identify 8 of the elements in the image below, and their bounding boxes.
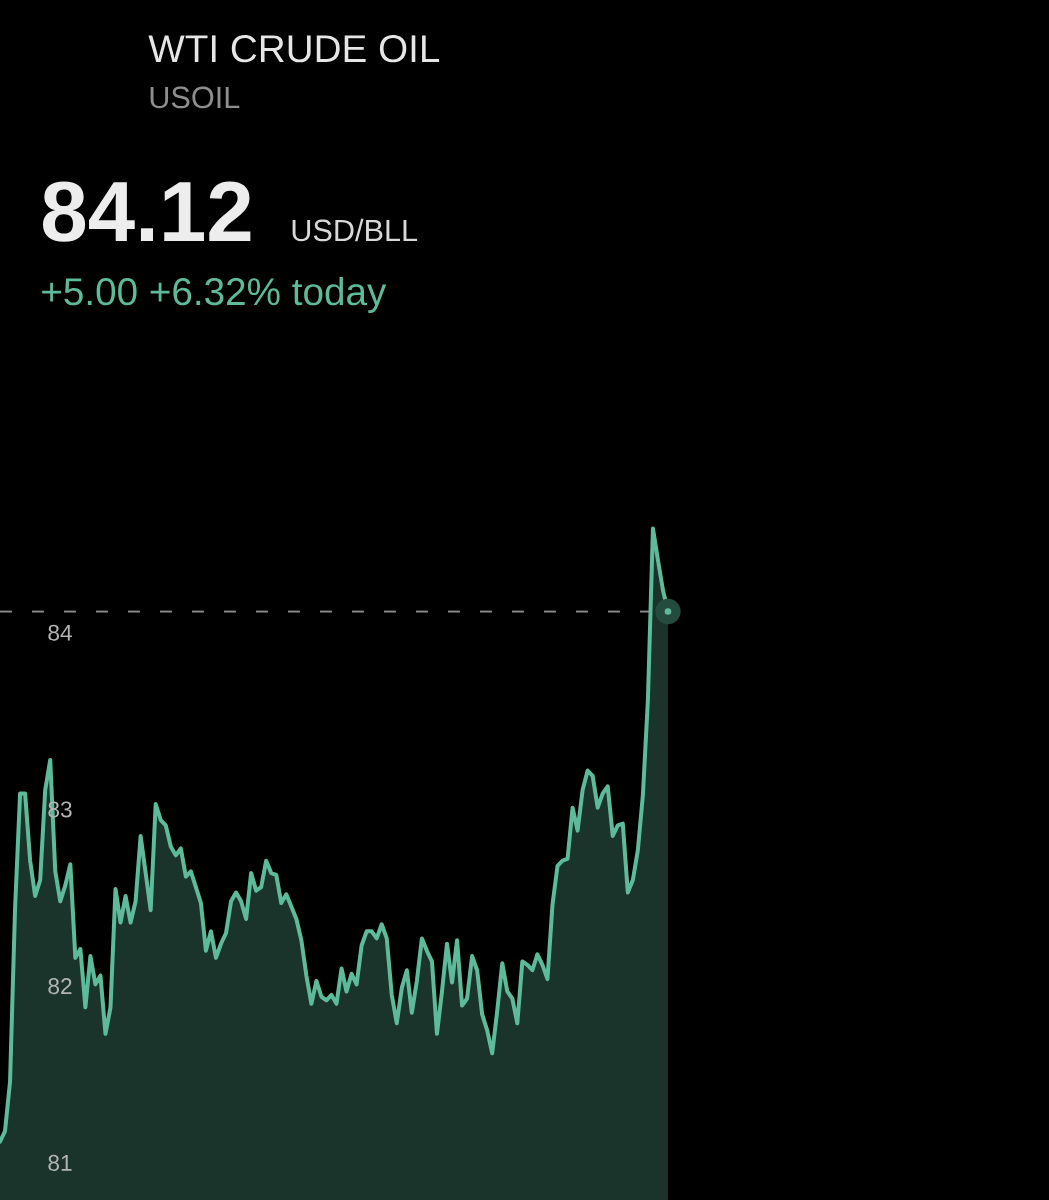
y-tick-label: 81 — [48, 1154, 72, 1171]
annotation: 84.12 — [42, 181, 251, 242]
annotation: USD/BLL — [292, 218, 418, 242]
y-tick-label: 84 — [48, 624, 72, 641]
text: USOIL — [150, 86, 240, 109]
y-tick-label: 82 — [48, 978, 72, 995]
text: WTI CRUDE OIL — [148, 35, 440, 63]
annotation: +5.00 +6.32% today — [42, 276, 387, 314]
